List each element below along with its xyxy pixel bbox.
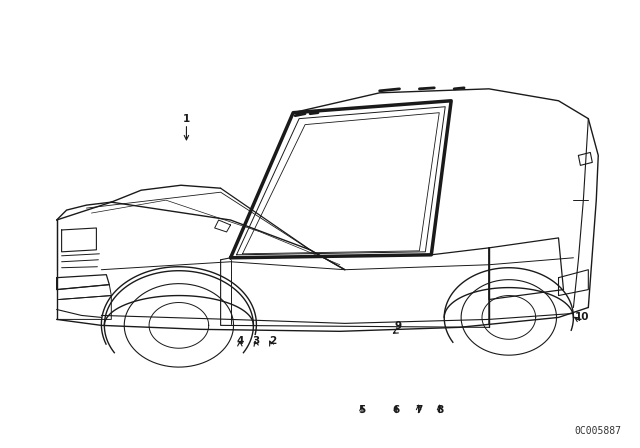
Text: 6: 6 — [393, 405, 400, 415]
Text: 9: 9 — [394, 321, 401, 331]
Text: 5: 5 — [358, 405, 365, 415]
Text: 7: 7 — [415, 405, 422, 415]
Text: 10: 10 — [575, 312, 589, 322]
Text: 8: 8 — [436, 405, 443, 415]
Text: 3: 3 — [253, 336, 260, 346]
Text: 0C005887: 0C005887 — [575, 426, 622, 436]
Text: 1: 1 — [183, 114, 190, 124]
Text: 4: 4 — [236, 336, 244, 346]
Text: 2: 2 — [269, 336, 276, 346]
